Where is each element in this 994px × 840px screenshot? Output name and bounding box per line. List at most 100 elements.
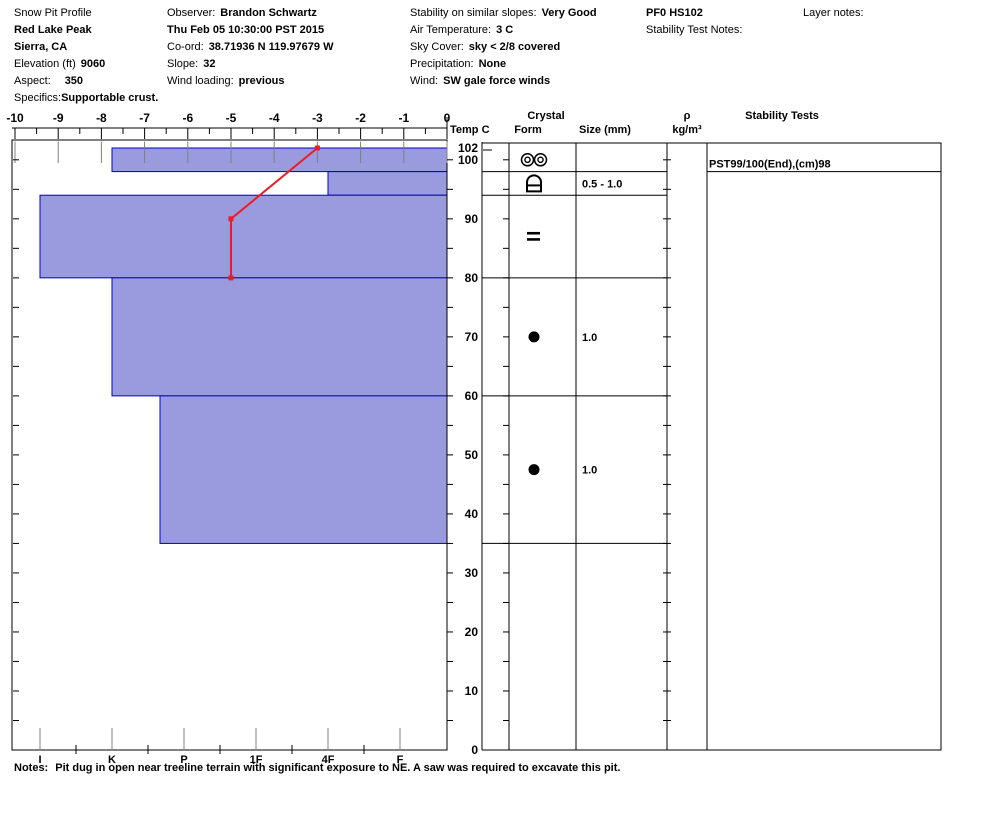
stability-test-result: PST99/100(End),(cm)98 [709, 159, 831, 171]
depth-axis-label: 30 [465, 566, 479, 580]
stability-value: Very Good [541, 7, 597, 19]
temp-axis-label: -4 [269, 111, 280, 125]
hardness-axis-label: I [38, 754, 41, 766]
sky-cover-value: sky < 2/8 covered [468, 41, 561, 53]
ice-lens-bar [527, 231, 540, 235]
aspect-value: 350 [64, 75, 84, 87]
melt-freeze-outer-circle [520, 153, 535, 167]
hardness-bar [111, 147, 448, 173]
crystal-form-icon-ice-lens [527, 231, 540, 241]
stability-test-notes-label: Stability Test Notes: [646, 24, 743, 36]
depth-axis-label: 0 [471, 743, 478, 757]
stability-tests-box [706, 142, 942, 751]
temp-axis-label: -7 [139, 111, 150, 125]
region-text: Sierra, CA [14, 41, 68, 53]
temp-column-header: Temp C [450, 124, 490, 136]
grain-size-value: 1.0 [582, 332, 597, 344]
depth-axis-label: 102 [458, 141, 478, 155]
specifics-value: Supportable crust. [61, 92, 159, 104]
temperature-profile-marker [228, 216, 234, 222]
wind-loading-label: Wind loading: [167, 75, 234, 87]
density-symbol-header: ρ [683, 110, 691, 122]
aspect-label: Aspect: [14, 75, 51, 87]
crystal-form-icon-melt-freeze-clusters [520, 153, 548, 167]
hardness-axis-label: P [180, 754, 187, 766]
temperature-profile-marker [228, 275, 234, 281]
notes-text: Pit dug in open near treeline terrain wi… [55, 762, 621, 774]
precip-value: None [478, 58, 507, 70]
temp-axis-label: -5 [226, 111, 237, 125]
temperature-profile-marker [314, 145, 320, 151]
temp-axis-label: -9 [53, 111, 64, 125]
crystal-form-icon-rounded-grains [528, 331, 540, 343]
notes-row: Notes: Pit dug in open near treeline terr… [14, 762, 620, 775]
observer-label: Observer: [167, 7, 216, 19]
datetime-row: Thu Feb 05 10:30:00 PST 2015 [167, 24, 324, 37]
rounded-grain-dot [528, 464, 540, 476]
specifics-row: Specifics:Supportable crust. [14, 92, 158, 105]
slope-label: Slope: [167, 58, 199, 70]
grain-size-value: 0.5 - 1.0 [582, 178, 622, 190]
region: Sierra, CA [14, 41, 67, 54]
stability-row: Stability on similar slopes: Very Good [410, 7, 597, 20]
temp-axis-label: -3 [312, 111, 323, 125]
depth-axis-label: 90 [465, 212, 479, 226]
chart-frame [11, 139, 448, 751]
wind-value: SW gale force winds [443, 75, 551, 87]
grain-size-value: 1.0 [582, 465, 597, 477]
size-column-header: Size (mm) [579, 124, 631, 136]
sky-cover-row: Sky Cover: sky < 2/8 covered [410, 41, 560, 54]
hardness-axis-label: 1F [250, 754, 263, 766]
sky-cover-label: Sky Cover: [410, 41, 464, 53]
crust-outline [526, 174, 542, 193]
datetime-text: Thu Feb 05 10:30:00 PST 2015 [167, 24, 325, 36]
slope-value: 32 [203, 58, 216, 70]
stability-tests-header: Stability Tests [745, 110, 819, 122]
observer-value: Brandon Schwartz [220, 7, 317, 19]
stability-test-notes-row: Stability Test Notes: [646, 24, 742, 37]
hardness-axis-label: K [108, 754, 116, 766]
notes-label: Notes: [14, 762, 49, 774]
observer-row: Observer: Brandon Schwartz [167, 7, 317, 20]
depth-axis-label: 40 [465, 507, 479, 521]
crystal-form-icon-crust [526, 174, 542, 193]
slope-row: Slope: 32 [167, 58, 215, 71]
wind-loading-row: Wind loading: previous [167, 75, 285, 88]
elevation-row: Elevation (ft) 9060 [14, 58, 105, 71]
wind-row: Wind: SW gale force winds [410, 75, 550, 88]
depth-axis-label: 100 [458, 153, 478, 167]
coord-value: 38.71936 N 119.97679 W [208, 41, 334, 53]
crystal-form-icon-rounded-grains [528, 464, 540, 476]
hardness-bar [159, 395, 448, 544]
temp-axis-label: -1 [398, 111, 409, 125]
precip-row: Precipitation: None [410, 58, 506, 71]
temp-axis-label: -10 [6, 111, 24, 125]
stability-label: Stability on similar slopes: [410, 7, 537, 19]
ice-lens-bar [527, 238, 540, 241]
precip-label: Precipitation: [410, 58, 474, 70]
layer-notes-label: Layer notes: [803, 7, 864, 19]
melt-freeze-inner-circle [537, 156, 544, 164]
depth-axis-label: 50 [465, 448, 479, 462]
elevation-value: 9060 [80, 58, 106, 70]
depth-axis-label: 10 [465, 684, 479, 698]
temp-axis-label: -8 [96, 111, 107, 125]
temp-axis-label: -2 [355, 111, 366, 125]
form-column-header: Form [514, 124, 542, 136]
location-name: Red Lake Peak [14, 24, 92, 37]
air-temp-value: 3 C [496, 24, 514, 36]
pf-hs-row: PF0 HS102 [646, 7, 703, 20]
crystal-column-header: Crystal [527, 110, 565, 122]
wind-label: Wind: [410, 75, 439, 87]
aspect-row: Aspect: 350 [14, 75, 83, 88]
pf-hs-text: PF0 HS102 [646, 7, 703, 19]
temp-axis-label: -6 [182, 111, 193, 125]
coord-label: Co-ord: [167, 41, 204, 53]
melt-freeze-outer-circle [533, 153, 548, 167]
report-title: Snow Pit Profile [14, 7, 92, 20]
elevation-label: Elevation (ft) [14, 58, 76, 70]
depth-axis-label: 70 [465, 330, 479, 344]
air-temp-label: Air Temperature: [410, 24, 492, 36]
